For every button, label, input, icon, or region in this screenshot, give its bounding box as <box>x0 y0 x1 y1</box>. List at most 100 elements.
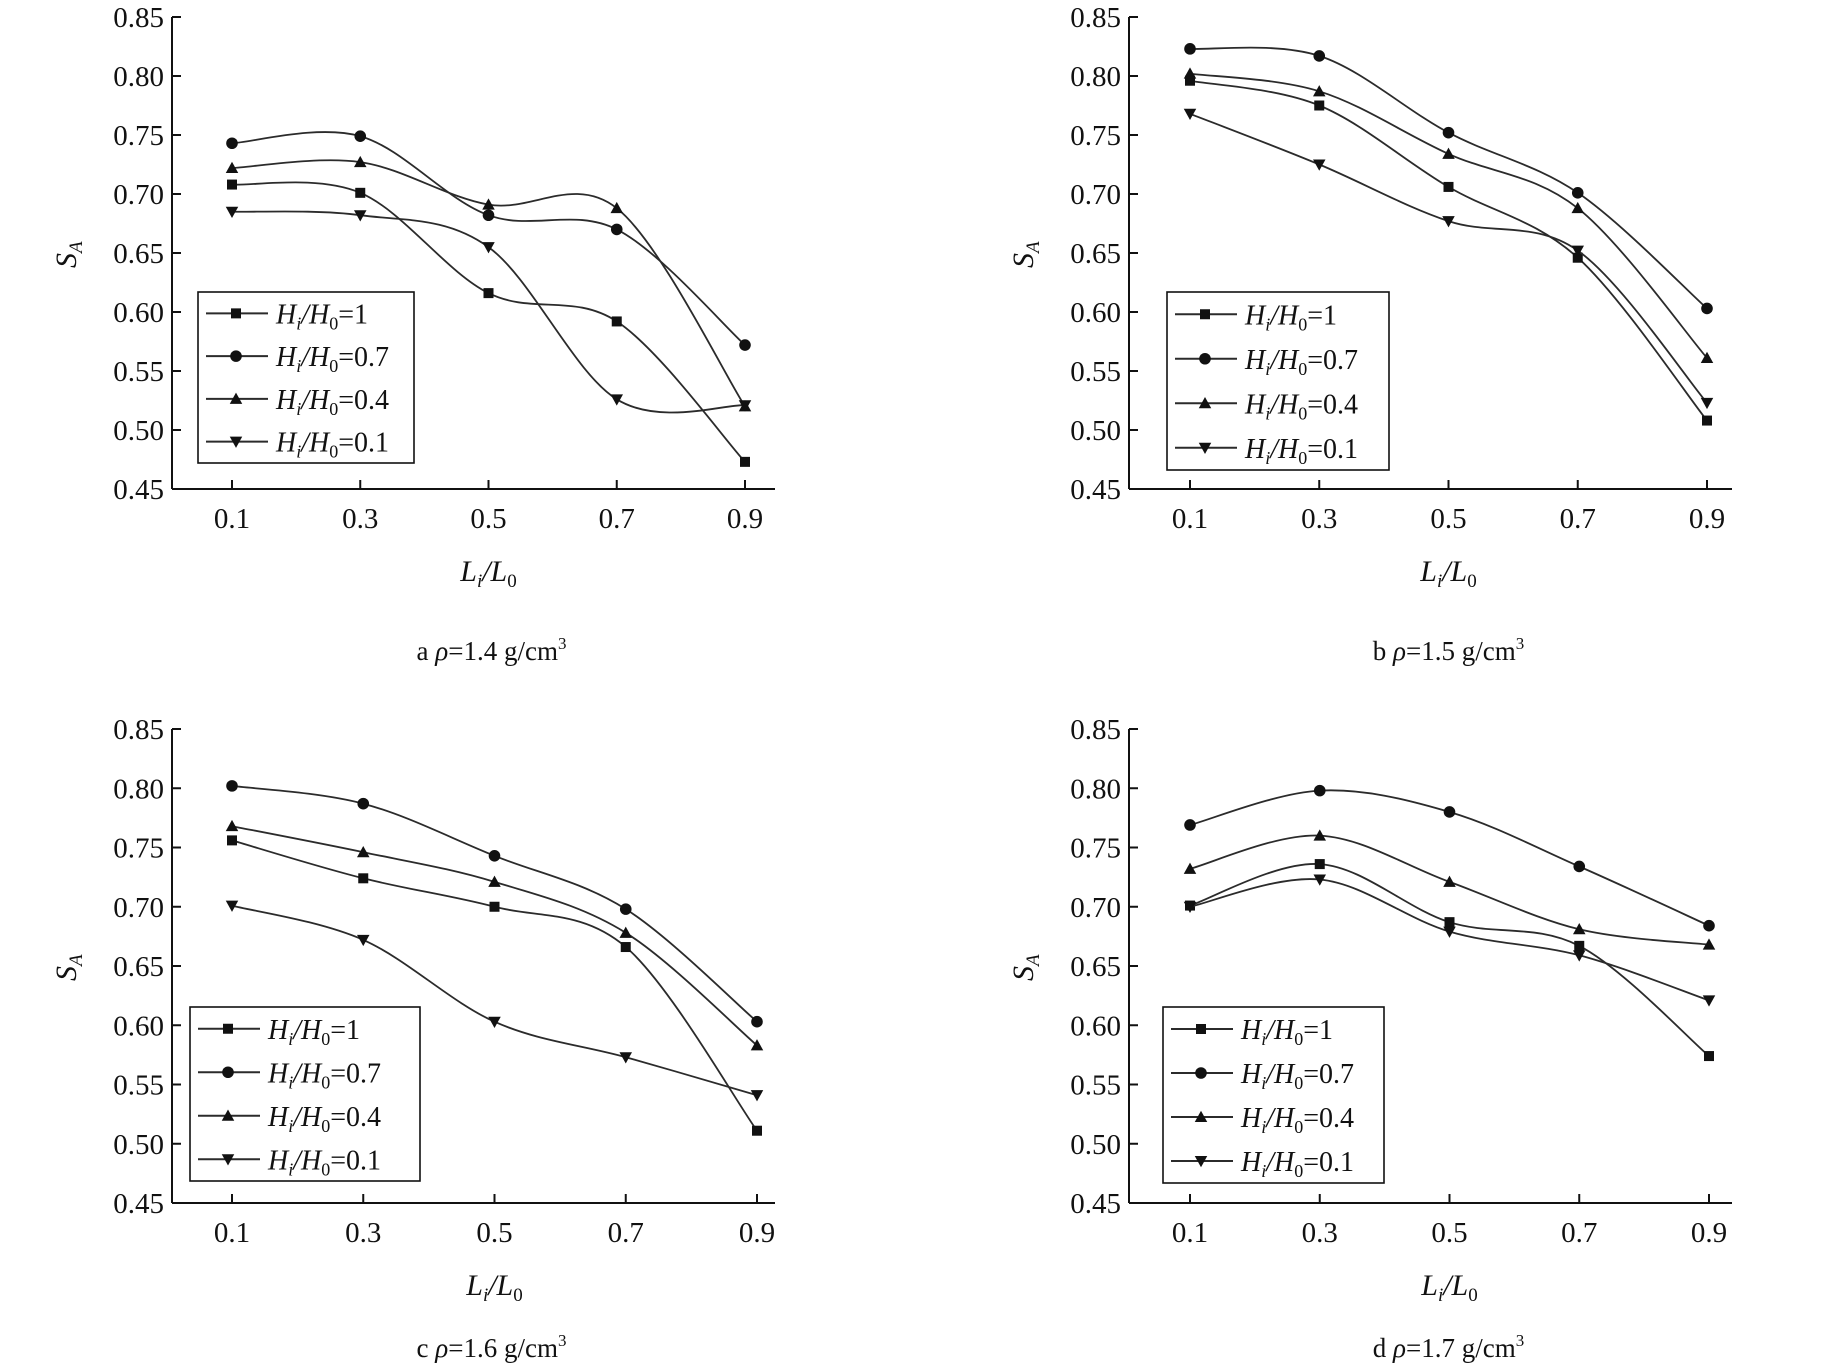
data-point-circle <box>226 780 238 792</box>
y-axis-label-main: S <box>1007 253 1040 268</box>
y-tick-label: 0.55 <box>113 1070 164 1102</box>
legend-label: Hi/H0=0.1 <box>1240 1147 1354 1181</box>
legend-label-part: H <box>1240 1103 1263 1134</box>
y-tick-label: 0.70 <box>1070 892 1121 924</box>
data-point-triangle-up <box>1183 862 1197 874</box>
y-tick-label: 0.65 <box>1070 951 1121 983</box>
x-axis-label-main: L <box>465 1269 483 1302</box>
caption-symbol: ρ <box>1392 636 1406 666</box>
series-line-square <box>231 839 758 1132</box>
y-axis-label: SA <box>50 241 87 268</box>
x-axis-label-sub: i <box>477 571 482 592</box>
data-point-square <box>620 942 631 953</box>
caption-superscript: 3 <box>558 1331 567 1350</box>
legend-label-sub: 0 <box>329 399 338 419</box>
caption-superscript: 3 <box>558 634 567 653</box>
x-tick-label: 0.5 <box>476 1217 512 1249</box>
x-tick-label: 0.1 <box>214 503 250 535</box>
legend-label: Hi/H0=0.1 <box>267 1145 381 1179</box>
x-axis-label: Li/L0 <box>1419 555 1477 592</box>
legend-label-sub: 0 <box>321 1029 330 1049</box>
legend-label-sub: 0 <box>321 1072 330 1092</box>
legend-label-part: H <box>1244 434 1267 465</box>
y-tick-label: 0.50 <box>113 415 164 447</box>
x-tick-label: 0.1 <box>1172 503 1208 535</box>
data-point-triangle-up <box>1702 938 1716 950</box>
x-tick-label: 0.1 <box>1172 1217 1208 1249</box>
legend-marker-triangle-up <box>221 1109 235 1121</box>
legend-label-sub: i <box>296 313 301 333</box>
y-tick-label: 0.65 <box>113 951 164 983</box>
x-axis-label-main: /L <box>480 555 507 588</box>
y-tick-label: 0.45 <box>1070 474 1121 506</box>
data-point-triangle-down <box>610 394 623 406</box>
legend-label-part: =0.1 <box>1307 434 1358 465</box>
x-tick-label: 0.9 <box>1689 503 1725 535</box>
legend-box <box>197 291 415 464</box>
y-axis-label: SA <box>1007 954 1044 981</box>
y-tick-label: 0.80 <box>113 61 164 93</box>
legend-label: Hi/H0=0.4 <box>267 1102 381 1136</box>
data-point-triangle-up <box>1313 829 1326 841</box>
caption-prefix: a <box>417 636 436 666</box>
y-tick-label: 0.75 <box>1070 120 1121 152</box>
y-axis-label-main: S <box>1007 966 1040 981</box>
legend-label-sub: i <box>1265 359 1270 379</box>
legend-label-sub: 0 <box>329 313 338 333</box>
legend-label-part: =1 <box>338 299 368 330</box>
legend: Hi/H0=1Hi/H0=0.7Hi/H0=0.4Hi/H0=0.1 <box>197 291 415 464</box>
data-point-triangle-up <box>357 845 370 858</box>
data-point-triangle-down <box>1313 159 1326 171</box>
legend-label-part: =0.4 <box>1303 1103 1354 1134</box>
legend-label-part: /H <box>291 1145 323 1176</box>
y-tick-label: 0.60 <box>1070 297 1121 329</box>
legend: Hi/H0=1Hi/H0=0.7Hi/H0=0.4Hi/H0=0.1 <box>189 1006 421 1182</box>
series-line-square <box>1189 79 1708 422</box>
caption-prefix: b <box>1373 636 1393 666</box>
y-tick-label: 0.65 <box>1070 238 1121 270</box>
legend-label-part: /H <box>291 1058 323 1089</box>
x-axis-label-main: L <box>1419 555 1437 588</box>
data-point-circle <box>1443 806 1456 818</box>
data-point-circle <box>1442 126 1455 139</box>
legend-marker-circle <box>230 350 242 362</box>
series-line-triangle-up <box>231 159 746 407</box>
y-tick-label: 0.70 <box>1070 179 1121 211</box>
legend-label: Hi/H0=0.7 <box>275 342 389 376</box>
data-point-circle <box>610 223 623 236</box>
x-tick-label: 0.1 <box>214 1217 250 1249</box>
legend-label-part: H <box>1244 345 1267 376</box>
legend-marker-square <box>1200 309 1210 320</box>
data-point-square <box>489 901 500 912</box>
y-tick-label: 0.70 <box>113 892 164 924</box>
legend-label-part: =0.1 <box>330 1145 381 1176</box>
legend-label-part: =1 <box>330 1015 360 1046</box>
data-point-square <box>358 873 369 884</box>
x-tick-label: 0.5 <box>1430 503 1466 535</box>
legend-label-sub: 0 <box>329 442 338 462</box>
legend-label-part: =1 <box>1307 300 1337 331</box>
legend-label-sub: i <box>296 442 301 462</box>
data-point-triangle-down <box>1571 245 1584 257</box>
caption-symbol: ρ <box>434 1333 448 1363</box>
data-point-triangle-up <box>1443 875 1456 887</box>
x-tick-label: 0.3 <box>342 503 378 535</box>
legend-label-sub: i <box>1261 1161 1266 1181</box>
legend-label-sub: 0 <box>1294 1073 1303 1093</box>
y-tick-label: 0.65 <box>113 238 164 270</box>
legend-label: Hi/H0=1 <box>267 1015 360 1049</box>
legend-label: Hi/H0=0.1 <box>1244 434 1358 468</box>
legend-label-sub: i <box>1261 1073 1266 1093</box>
legend-label-part: H <box>1244 300 1267 331</box>
data-point-triangle-down <box>225 206 239 218</box>
y-axis-label: SA <box>50 954 87 981</box>
legend-label-sub: i <box>288 1116 293 1136</box>
data-point-square <box>1702 415 1712 426</box>
data-point-triangle-up <box>1700 351 1714 364</box>
legend-label-part: /H <box>1264 1015 1296 1046</box>
legend-label-sub: i <box>1261 1117 1266 1137</box>
data-point-triangle-down <box>619 1052 632 1064</box>
data-point-circle <box>226 137 238 150</box>
panel-caption: d ρ=1.7 g/cm3 <box>1373 1331 1524 1363</box>
